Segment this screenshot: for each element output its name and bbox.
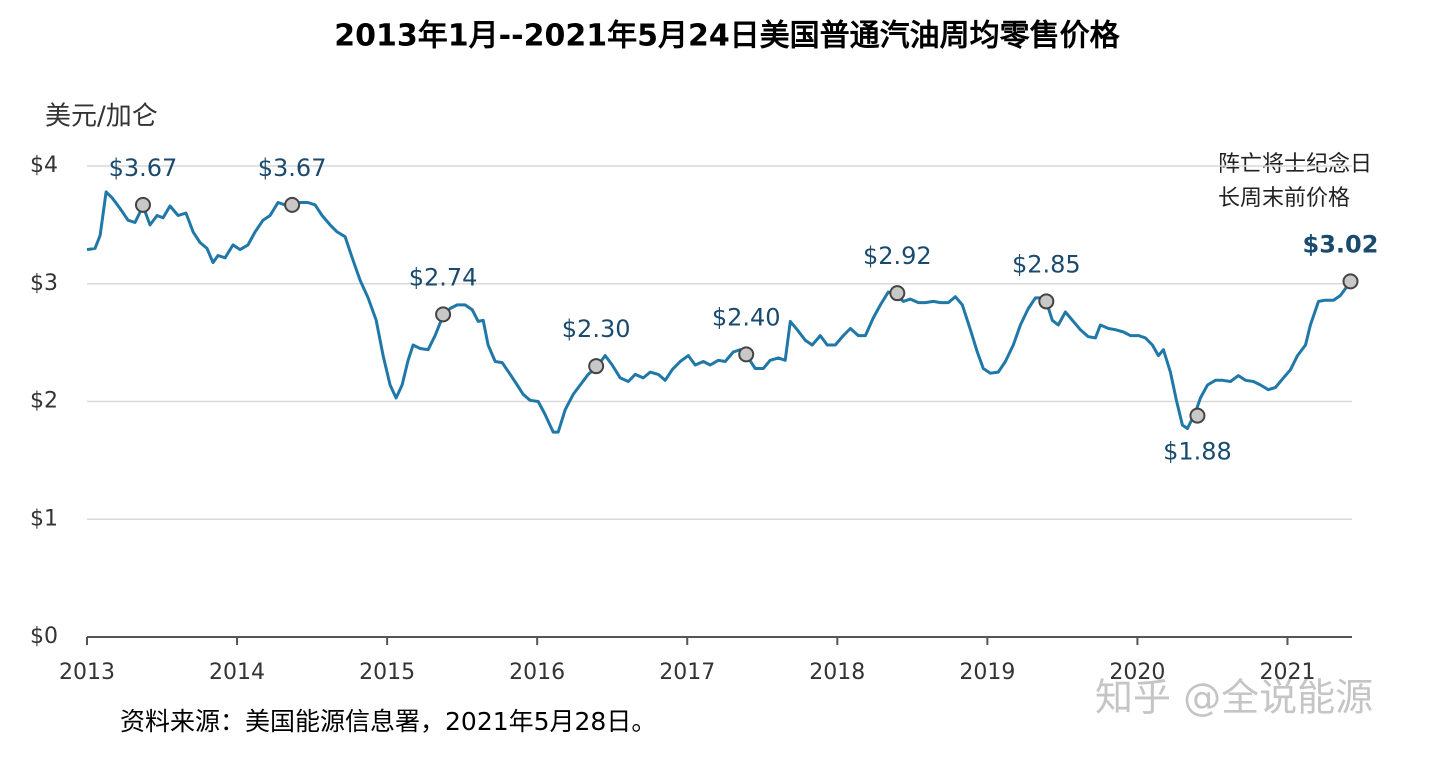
highlight-label: $2.30 [562,315,631,343]
highlight-label: $2.85 [1012,250,1081,278]
y-tick-label: $1 [30,506,58,531]
highlight-point [738,346,755,363]
x-tick-label: 2017 [659,660,715,685]
highlight-point [134,196,151,213]
y-tick-label: $0 [30,624,58,649]
y-tick-label: $4 [30,153,58,178]
highlight-point [588,358,605,375]
y-tick-label: $2 [30,389,58,414]
highlight-label: $2.40 [712,303,781,331]
x-tick-label: 2016 [509,660,565,685]
y-axis-label: 美元/加仑 [45,102,158,132]
x-tick-label: 2019 [959,660,1015,685]
highlight-point [889,285,906,302]
chart-title: 2013年1月--2021年5月24日美国普通汽油周均零售价格 [334,19,1120,54]
highlight-label: $2.74 [409,263,478,291]
x-tick-label: 2014 [209,660,265,685]
y-tick-label: $3 [30,271,58,296]
x-tick-label: 2015 [359,660,415,685]
highlight-label: $3.67 [258,154,327,182]
highlight-label: $3.67 [109,154,178,182]
watermark: 知乎 @全说能源 [1095,676,1373,720]
highlight-point [1038,293,1055,310]
highlight-label: $3.02 [1303,230,1379,258]
highlight-point [1342,273,1359,290]
x-tick-label: 2013 [59,660,115,685]
x-tick-label: 2020 [1109,660,1165,685]
x-tick-label: 2021 [1259,660,1315,685]
x-tick-label: 2018 [809,660,865,685]
highlight-point [435,306,452,323]
highlight-point [284,196,301,213]
source-note: 资料来源：美国能源信息署，2021年5月28日。 [120,707,656,736]
highlight-label: $1.88 [1163,438,1232,466]
annotation-line: 长周末前价格 [1218,186,1350,211]
highlight-label: $2.92 [863,242,932,270]
highlight-point [1189,407,1206,424]
annotation-line: 阵亡将士纪念日 [1218,152,1372,177]
